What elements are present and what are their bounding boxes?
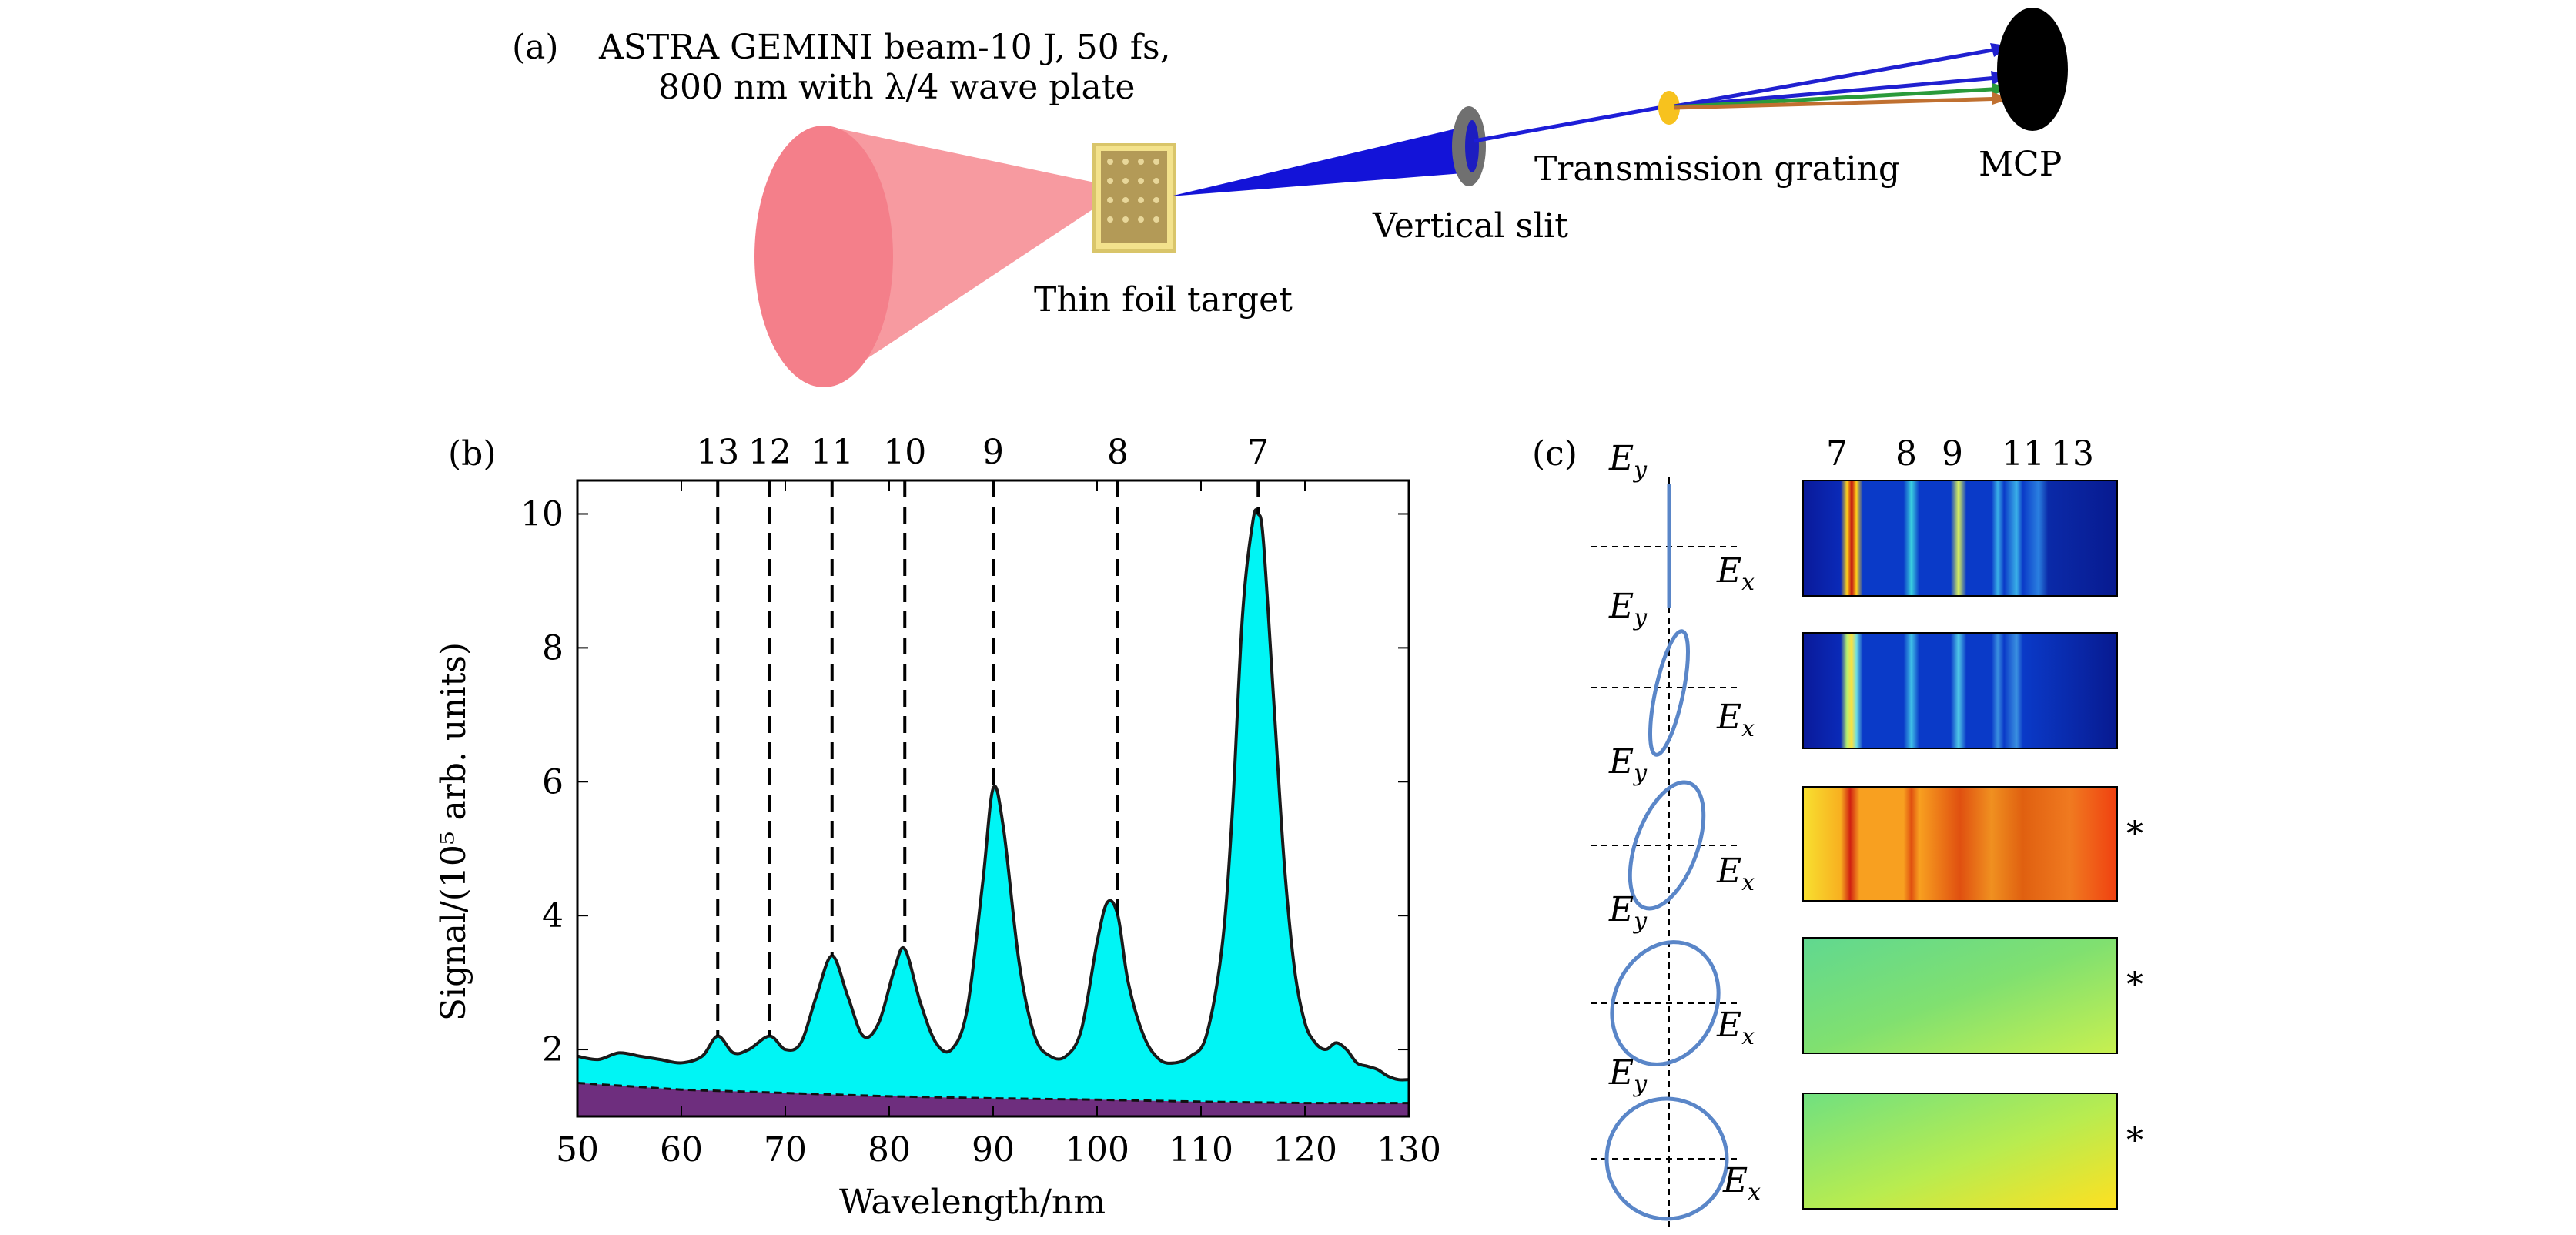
xuv-beam [1170, 127, 1463, 196]
signal-area [577, 510, 1409, 1103]
x-tick-label-90: 90 [972, 1130, 1015, 1170]
panel-a-caption-line2: 800 nm with λ/4 wave plate [658, 68, 1136, 107]
signal-line [577, 508, 1410, 1082]
polarization-ellipse-1 [1648, 629, 1691, 757]
mcp-detector [1997, 8, 2068, 131]
harmonic-label-13: 13 [696, 433, 739, 472]
ex-label-4: Ex [1717, 1006, 1755, 1050]
ex-label-3: Ex [1717, 852, 1755, 896]
polarization-circular [1604, 1096, 1729, 1221]
y-tick-label-4: 4 [542, 896, 564, 935]
foil-target [1092, 143, 1176, 253]
y-tick-label-2: 2 [542, 1030, 564, 1069]
x-axis-label: Wavelength/nm [839, 1183, 1106, 1222]
heatmap-circular [1802, 1093, 2118, 1210]
harmonic-label-8: 8 [1107, 433, 1129, 472]
x-tick-label-130: 130 [1377, 1130, 1441, 1170]
x-tick-label-70: 70 [764, 1130, 807, 1170]
x-tick-label-100: 100 [1065, 1130, 1129, 1170]
ey-label-1: Ey [1609, 439, 1648, 484]
ex-label-1: Ex [1717, 551, 1755, 596]
mcp-label: MCP [1979, 145, 2062, 184]
laser-cone [824, 126, 1124, 387]
panel-a-caption-line1: ASTRA GEMINI beam-10 J, 50 fs, [599, 28, 1171, 67]
transmission-grating [1658, 91, 1680, 125]
grating-label: Transmission grating [1534, 149, 1901, 189]
harmonic-label-9: 9 [982, 433, 1004, 472]
star-marker-3: * [2126, 1121, 2143, 1160]
star-marker-1: * [2126, 815, 2143, 854]
laser-cone-base [754, 126, 893, 387]
panel-b-label: (b) [448, 434, 497, 474]
ey-label-5: Ey [1609, 1053, 1648, 1098]
y-tick-label-8: 8 [542, 628, 564, 668]
x-tick-label-60: 60 [660, 1130, 703, 1170]
polarization-ellipse-3 [1610, 940, 1721, 1066]
heatmap-order-9: 9 [1942, 434, 1963, 474]
polarization-ellipse-2 [1628, 780, 1706, 911]
slit-label: Vertical slit [1373, 206, 1568, 246]
heatmap-order-13: 13 [2051, 434, 2094, 474]
y-tick-label-10: 10 [520, 494, 564, 534]
ex-label-2: Ex [1717, 698, 1755, 742]
ey-label-2: Ey [1609, 587, 1648, 631]
panel-c-label: (c) [1532, 434, 1577, 474]
ey-label-4: Ey [1609, 890, 1648, 935]
heatmap-order-11: 11 [2002, 434, 2045, 474]
x-tick-label-110: 110 [1169, 1130, 1233, 1170]
harmonic-label-12: 12 [748, 433, 791, 472]
x-tick-label-50: 50 [556, 1130, 599, 1170]
heatmap-ellipse-3 [1802, 937, 2118, 1054]
harmonic-label-7: 7 [1247, 433, 1269, 472]
heatmap-order-8: 8 [1895, 434, 1917, 474]
target-label: Thin foil target [1034, 280, 1293, 320]
background-line [577, 1082, 1409, 1105]
heatmap-order-7: 7 [1826, 434, 1848, 474]
harmonic-label-11: 11 [811, 433, 854, 472]
panel-a-label: (a) [512, 28, 559, 67]
heatmap-ellipse-2 [1802, 786, 2118, 902]
heatmap-linear [1802, 480, 2118, 597]
x-tick-label-120: 120 [1273, 1130, 1337, 1170]
ey-label-3: Ey [1609, 742, 1648, 787]
harmonic-label-10: 10 [883, 433, 926, 472]
ex-label-5: Ex [1723, 1161, 1761, 1206]
y-tick-label-6: 6 [542, 762, 564, 802]
x-tick-label-80: 80 [868, 1130, 911, 1170]
star-marker-2: * [2126, 966, 2143, 1005]
heatmap-ellipse-1 [1802, 632, 2118, 749]
